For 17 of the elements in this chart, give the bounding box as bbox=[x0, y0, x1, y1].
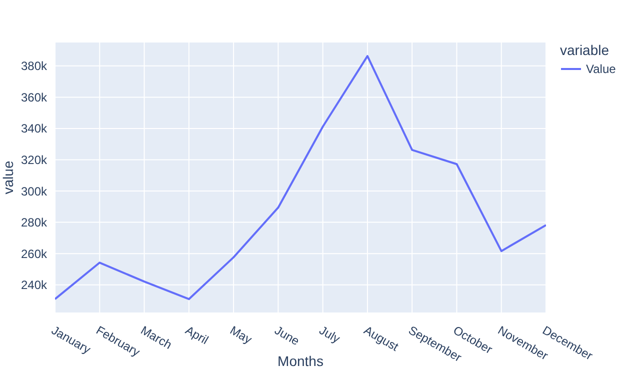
y-tick-label: 340k bbox=[20, 122, 48, 136]
y-tick-label: 380k bbox=[20, 59, 48, 74]
legend-title: variable bbox=[560, 42, 610, 58]
x-axis-title: Months bbox=[278, 353, 324, 369]
x-tick-label: June bbox=[272, 323, 302, 348]
x-tick-label: April bbox=[183, 323, 211, 348]
legend-label: Value bbox=[586, 62, 616, 76]
y-tick-label: 260k bbox=[20, 246, 48, 261]
x-tick-label: May bbox=[228, 323, 254, 347]
y-tick-label: 320k bbox=[20, 153, 48, 168]
y-axis-title: value bbox=[0, 160, 16, 194]
x-tick-label: July bbox=[316, 323, 342, 346]
line-series bbox=[55, 55, 546, 300]
y-tick-label: 300k bbox=[20, 184, 48, 198]
y-tick-label: 360k bbox=[20, 90, 48, 104]
y-tick-label: 240k bbox=[20, 278, 48, 292]
y-tick-label: 280k bbox=[20, 216, 48, 230]
